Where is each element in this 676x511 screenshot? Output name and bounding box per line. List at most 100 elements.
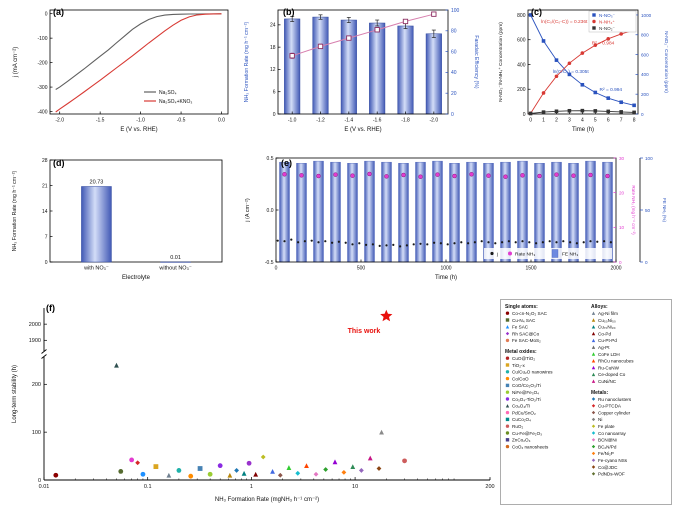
catalyst-point (367, 455, 373, 461)
x-tick-label: -2.0 (55, 118, 64, 124)
j-point (283, 240, 286, 243)
j-point (351, 243, 354, 246)
legend-marker (505, 311, 510, 315)
catalyst-point (341, 469, 347, 475)
j-point (365, 243, 368, 246)
j-point (548, 240, 551, 243)
catalyst-point (53, 472, 59, 478)
catalyst-point (129, 457, 135, 463)
panel-f-legend: Single atoms: Co-cn-N₂O₂ SAC Cu-N₄ SAC Fe S… (500, 299, 672, 505)
catalyst-point (166, 472, 172, 478)
fe-bar (364, 160, 375, 263)
legend-marker (505, 363, 510, 367)
legend-item-label: CoFe LDH (598, 352, 620, 357)
x-tick-label: -0.5 (177, 118, 186, 124)
x-tick-label: -1.8 (401, 118, 410, 124)
catalyst-point (253, 471, 259, 477)
y2-tick-label: 1000 (641, 13, 652, 18)
panel-a: 0 -100 -200 -300 -400 -2.0 -1.5 -1.0 -0.5 0.0 Na₂S… (4, 2, 234, 148)
y-tick-label: 14 (42, 209, 48, 215)
x-tick-label: -2.0 (430, 118, 439, 124)
series-marker (580, 82, 585, 87)
series-marker (632, 110, 636, 115)
y-tick-label: 0.5 (267, 156, 274, 162)
x-axis-title: Time (h) (572, 127, 594, 133)
y-tick-label: 18 (270, 45, 276, 51)
series-marker (541, 91, 546, 95)
legend-marker (591, 438, 596, 442)
j-point (276, 239, 279, 242)
catalyst-point (188, 473, 194, 479)
y2-axis-title: Faradaic Efficiency (%) (473, 35, 479, 89)
y-tick-label: 24 (270, 23, 276, 29)
rate-point (401, 172, 406, 178)
legend-item-label: Cu₅₀Ni₅₀ (598, 318, 616, 323)
legend-marker (505, 376, 510, 381)
annotation: R² = 0.994 (600, 87, 623, 93)
value-bar (81, 186, 112, 263)
legend-item-label: Ru-CuNW (598, 365, 620, 370)
catalyst-point (376, 466, 382, 471)
chart-a-lsv: 0 -100 -200 -300 -400 -2.0 -1.5 -1.0 -0.5 0.0 Na₂S… (13, 9, 229, 133)
x-tick-label: 1000 (440, 266, 451, 272)
legend-marker (591, 359, 596, 363)
series-line (55, 13, 222, 90)
legend-item-label: NiFe@Fe₃O₄ (512, 390, 539, 395)
y-axis-title: j (mA cm⁻²) (13, 47, 19, 79)
fe-bar (466, 161, 477, 263)
legend-marker (591, 311, 596, 315)
series-marker (580, 108, 585, 113)
j-point (535, 242, 538, 245)
catalyst-legend: Single atoms:Co-cn-N₂O₂ SAC Cu-N₄ SAC Fe S… (500, 299, 672, 505)
rate-point (469, 172, 474, 177)
legend-item-label: Co₃O₄-TiO₂/Ti (512, 397, 541, 402)
chart-f-comparison: 0 100 200 1900 2000 0.01 0.1 1 10 200 This work NH₃… (12, 308, 495, 503)
x-tick-label: -1.6 (373, 118, 382, 124)
legend-item-label: Copper cylinder (598, 410, 631, 415)
chart-c-concentration: 0 200 400 600 800 0 200 400 600 800 1000 0 1 2 3 4 5 6 7 8 N… (498, 9, 669, 133)
chart-d-electrolyte: 0 7 14 21 28 20.73 with NO₃⁻ 0.01 without NO₃⁻ El… (12, 158, 223, 281)
legend-group-title: Metals: (591, 390, 609, 396)
catalyst-point (153, 464, 159, 470)
catalyst-point (114, 362, 119, 368)
x-axis-title: NH₃ Formation Rate (mgNH₃ h⁻¹ cm⁻²) (215, 497, 319, 503)
legend-item-label: CuO@TiO₂ (512, 356, 535, 361)
y2-tick-label: 100 (451, 8, 460, 14)
fe-bar (330, 161, 341, 263)
legend-item-label: Cu-Pt-Pd (598, 338, 617, 343)
legend-item-label: RhCu nanocubes (598, 359, 634, 364)
legend-marker (505, 431, 510, 435)
fe-bar (296, 162, 307, 263)
catalyst-point (197, 466, 203, 471)
rate-point (503, 174, 508, 179)
j-point (331, 241, 334, 244)
y2-axis-title: Rate NH₃ (mg h⁻¹ cm⁻²) (631, 185, 636, 235)
legend-item-label: Ag-Ni film (598, 311, 618, 316)
rate-point (350, 173, 355, 178)
series-marker (554, 109, 559, 114)
series-marker (606, 37, 611, 41)
x-tick-label: 3 (568, 118, 571, 124)
legend-group-title: Alloys: (591, 304, 608, 310)
x-tick-label: 5 (594, 118, 597, 124)
y-tick-label: 0.0 (267, 208, 274, 214)
y-axis-title: N-NO₃⁻/N-NH₄⁺ Concentration (ppm) (498, 22, 504, 102)
legend-marker (591, 417, 596, 422)
catalyst-point (358, 468, 364, 473)
legend-item-label: Ag-Pt (598, 345, 610, 350)
j-point (541, 241, 544, 244)
legend-marker (591, 338, 596, 343)
j-point (344, 241, 347, 244)
legend-item-label: BCN@Ni (598, 438, 617, 443)
catalyst-point (234, 468, 239, 473)
panel-b: 0 6 12 18 24 0 20 40 60 80 100 -1.0 -1.2 -1.4 -1.6 -1.8… (236, 2, 490, 148)
legend-marker (505, 383, 510, 388)
rate-point (367, 171, 372, 177)
legend-item-label: PdCu/SnO₂ (512, 410, 536, 415)
y-tick-label: -300 (37, 85, 47, 91)
bar-value-label: 0.01 (170, 255, 181, 261)
legend-item-label: Ce-doped Co (598, 372, 626, 377)
y-tick-label: 400 (517, 62, 526, 68)
y-tick-label: 0 (523, 112, 526, 118)
rate-point (418, 174, 423, 179)
